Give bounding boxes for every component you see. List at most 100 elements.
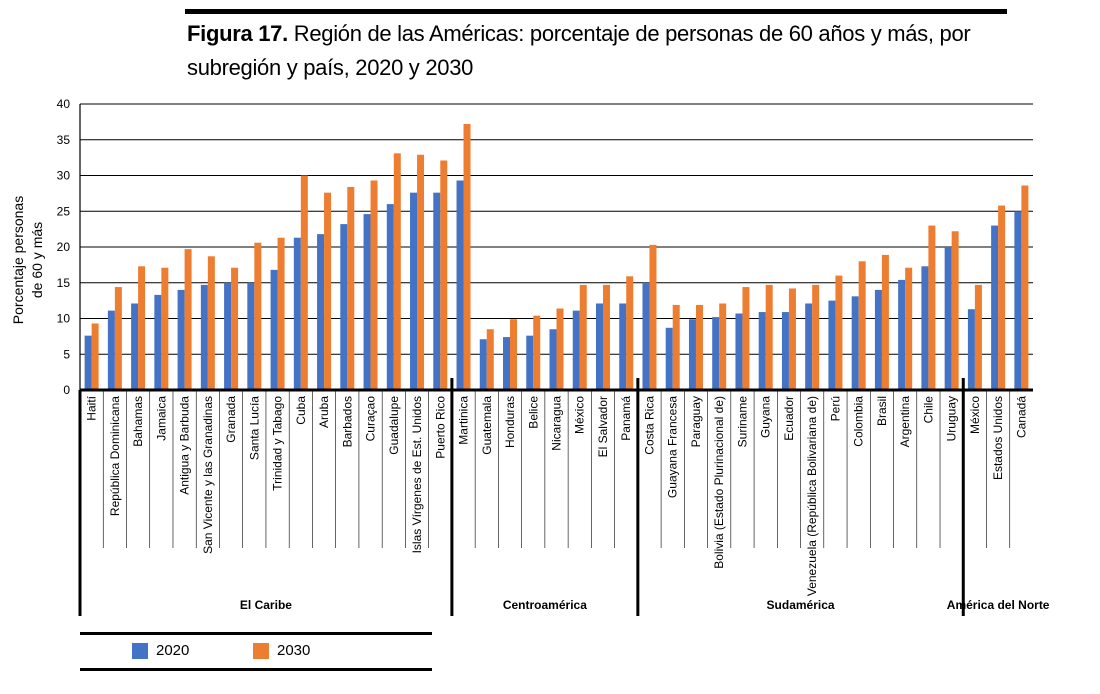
legend-top-rule (80, 632, 432, 635)
bar-2020 (595, 303, 603, 390)
bar-2030 (765, 284, 773, 390)
y-axis-title-line: Porcentaje personas (10, 196, 26, 324)
x-tick-label: Santa Lucía (247, 396, 261, 460)
legend-bottom-rule (80, 668, 432, 671)
bar-2020 (107, 310, 115, 390)
bar-2020 (944, 247, 952, 390)
x-tick-label: Martinica (457, 396, 471, 445)
bar-2030 (742, 287, 750, 390)
bar-2020 (131, 303, 139, 390)
bar-2030 (393, 153, 401, 390)
bar-2020 (317, 234, 325, 390)
x-tick-label: Cuba (294, 396, 308, 425)
bar-2030 (719, 303, 727, 390)
bar-2020 (177, 289, 185, 390)
legend-swatch-2020 (132, 642, 148, 659)
legend-item-2020: 2020 (132, 642, 189, 659)
bar-2030 (858, 261, 866, 390)
bar-2030 (463, 124, 471, 391)
x-tick-label: Venezuela (República Bolivariana de) (805, 396, 819, 596)
bar-2020 (991, 225, 999, 390)
x-tick-label: Ecuador (782, 396, 796, 441)
y-tick-label: 25 (57, 204, 71, 218)
x-tick-label: República Dominicana (108, 396, 122, 516)
bar-2030 (812, 284, 820, 390)
legend: 2020 2030 (80, 632, 432, 671)
y-tick-label: 20 (57, 240, 71, 254)
bar-2020 (84, 335, 92, 390)
bar-2020 (503, 337, 511, 390)
x-tick-label: Guadalupe (387, 396, 401, 455)
x-tick-label: Estados Unidos (991, 396, 1005, 480)
bar-2030 (649, 244, 657, 390)
bar-2020 (921, 266, 929, 390)
bar-2030 (974, 284, 982, 390)
x-tick-label: Guyana (759, 396, 773, 438)
x-tick-label: Bolivia (Estado Plurinacional de) (712, 396, 726, 569)
x-tick-label: Jamaica (154, 396, 168, 441)
bar-2030 (533, 315, 541, 390)
bar-2020 (828, 300, 836, 390)
bar-2020 (712, 317, 720, 390)
title-top-rule (185, 9, 1007, 14)
bar-2030 (486, 329, 494, 390)
bar-2030 (161, 267, 169, 390)
x-tick-label: Trinidad y Tabago (271, 396, 285, 491)
bar-2030 (510, 319, 518, 390)
bar-2030 (835, 275, 843, 390)
y-axis-title: Porcentaje personas de 60 y más (10, 196, 45, 324)
bar-2030 (672, 304, 680, 390)
x-tick-label: Barbados (340, 396, 354, 447)
x-tick-label: Belice (526, 396, 540, 429)
bar-2020 (456, 180, 464, 390)
bar-2030 (370, 180, 378, 390)
bar-2020 (433, 192, 441, 390)
bar-2030 (788, 288, 796, 390)
group-label: América del Norte (947, 598, 1050, 612)
bar-2030 (998, 205, 1006, 390)
x-tick-label: Perú (828, 396, 842, 421)
legend-label-2030: 2030 (277, 642, 311, 659)
x-tick-label: Puerto Rico (433, 396, 447, 459)
bar-2030 (207, 256, 215, 390)
bar-2020 (224, 282, 232, 390)
x-tick-label: El Salvador (596, 396, 610, 457)
bar-2020 (293, 237, 301, 390)
bar-2030 (254, 242, 262, 390)
x-tick-label: Chile (921, 396, 935, 424)
bar-2030 (556, 308, 564, 390)
legend-item-2030: 2030 (253, 642, 310, 659)
x-tick-label: México (573, 396, 587, 434)
x-tick-label: Nicaragua (550, 396, 564, 451)
bar-2020 (967, 309, 975, 390)
x-tick-label: Paraguay (689, 396, 703, 447)
bar-2020 (688, 319, 696, 390)
bar-2030 (1021, 185, 1029, 390)
x-tick-label: Costa Rica (642, 396, 656, 455)
y-tick-label: 35 (57, 133, 71, 147)
bar-2030 (91, 323, 99, 390)
x-tick-label: Guayana Francesa (666, 396, 680, 498)
bar-2030 (324, 192, 332, 390)
y-tick-label: 10 (57, 312, 71, 326)
x-tick-label: Canadá (1014, 396, 1028, 438)
bar-2030 (138, 266, 146, 390)
y-tick-label: 0 (63, 383, 70, 397)
x-tick-label: Aruba (317, 396, 331, 428)
bar-2020 (479, 339, 487, 390)
x-tick-label: Curaçao (364, 396, 378, 442)
bar-2020 (572, 310, 580, 390)
y-tick-label: 15 (57, 276, 71, 290)
group-label: El Caribe (240, 598, 292, 612)
x-tick-label: Guatemala (480, 396, 494, 455)
bar-2020 (851, 296, 859, 390)
x-tick-label: Islas Vírgenes de Est. Unidos (410, 396, 424, 553)
bar-2030 (579, 284, 587, 390)
x-tick-label: San Vicente y las Granadinas (201, 396, 215, 554)
bar-2020 (665, 327, 673, 390)
bar-2020 (340, 224, 348, 390)
x-tick-label: Antigua y Barbuda (178, 396, 192, 495)
bar-2030 (231, 267, 239, 390)
bar-2020 (619, 303, 627, 390)
group-label: Sudamérica (767, 598, 835, 612)
